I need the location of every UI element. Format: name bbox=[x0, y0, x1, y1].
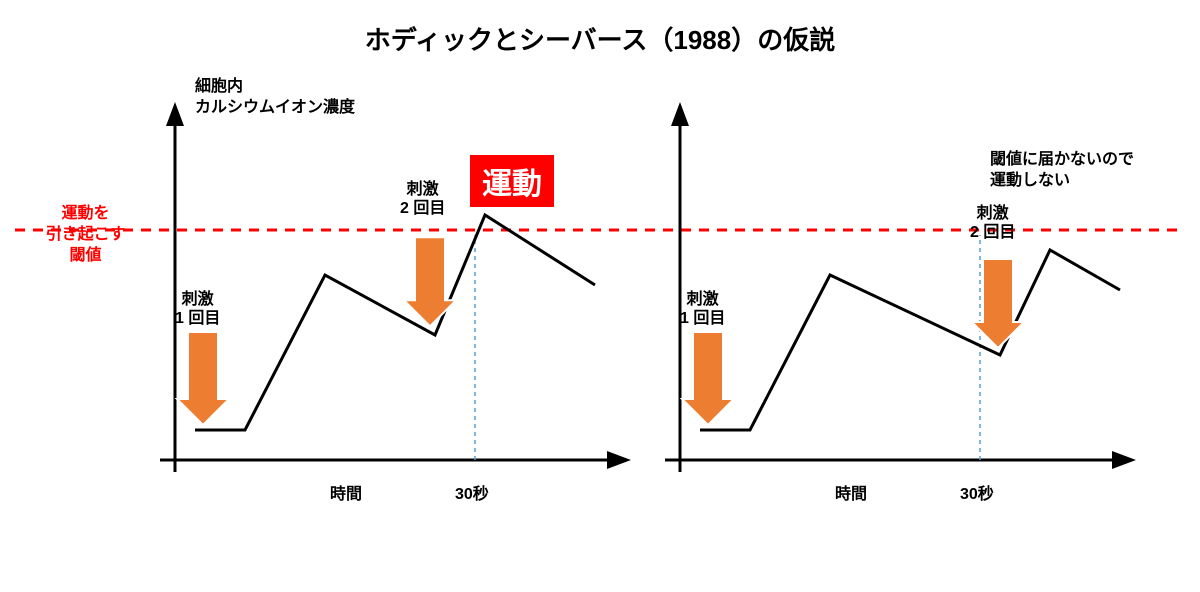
chart1-x-axis-label: 時間 bbox=[330, 480, 362, 504]
chart2-x-axis-label: 時間 bbox=[835, 480, 867, 504]
chart-1 bbox=[155, 100, 645, 500]
chart1-stimulus1-label: 刺激1 回目 bbox=[175, 290, 220, 328]
no-motion-label: 閾値に届かないので運動しない bbox=[990, 150, 1134, 192]
motion-box: 運動 bbox=[470, 155, 554, 207]
chart2-stimulus2-label: 刺激2 回目 bbox=[970, 204, 1015, 242]
chart1-30s-tick: 30秒 bbox=[455, 480, 489, 504]
chart2-30s-tick: 30秒 bbox=[960, 480, 994, 504]
chart1-stimulus2-label: 刺激2 回目 bbox=[400, 180, 445, 218]
chart2-stimulus1-label: 刺激1 回目 bbox=[680, 290, 725, 328]
